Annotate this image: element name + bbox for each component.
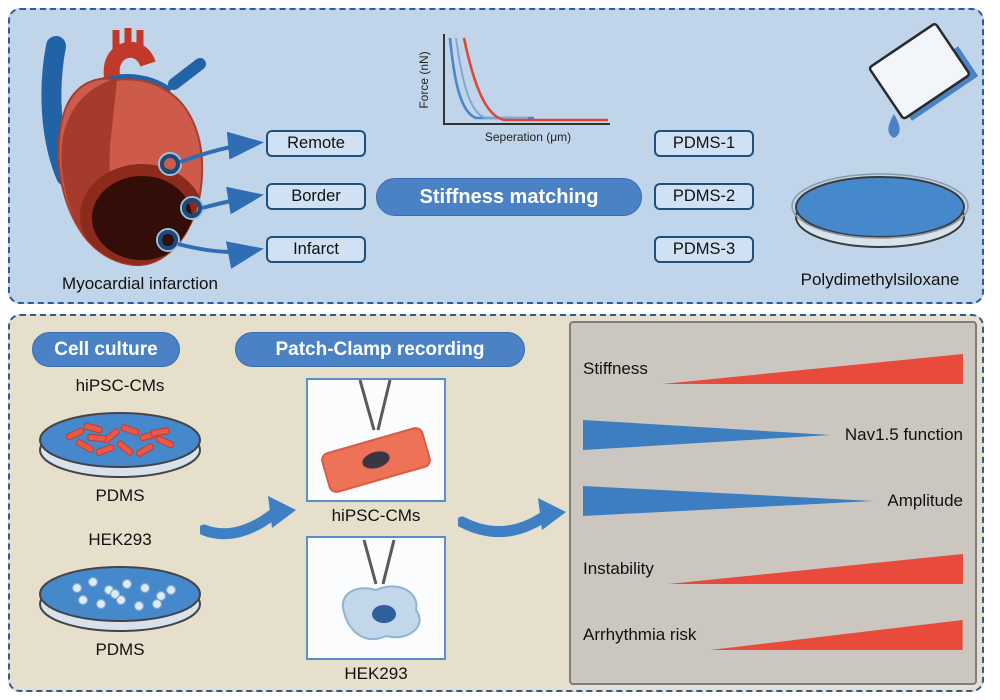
pipette-icon [362, 539, 378, 585]
arrow-to-remote-icon [179, 131, 264, 164]
heart-illustration [41, 28, 264, 269]
pdms-1-box: PDMS-1 [654, 130, 754, 157]
infarct-zone [92, 176, 192, 260]
flow-arrow-icon [458, 498, 566, 538]
pour-square-icon [868, 23, 978, 121]
bottom-panel: Cell culture Patch-Clamp recording hiPSC… [8, 314, 984, 692]
decreasing-blue-wedge-icon [583, 485, 874, 517]
result-label: Instability [583, 559, 654, 578]
hipsc-recording-box [306, 378, 446, 502]
pdms-caption: Polydimethylsiloxane [800, 270, 960, 289]
result-row-arrhythmia: Arrhythmia risk [583, 617, 963, 653]
pipette-icon [376, 379, 392, 431]
increasing-red-wedge-icon [710, 619, 963, 651]
heart-caption: Myocardial infarction [62, 274, 218, 293]
top-panel: Myocardial infarction Remote Border Infa… [8, 8, 984, 304]
result-row-instability: Instability [583, 551, 963, 587]
pdms-pouring-illustration [791, 23, 978, 248]
hek-cell-patch-icon [341, 539, 421, 641]
stiffness-matching-badge: Stiffness matching [376, 178, 642, 216]
flow-arrow-icon [200, 496, 296, 540]
chart-xlabel: Seperation (μm) [485, 130, 571, 144]
result-label: Amplitude [887, 491, 963, 510]
result-row-nav15: Nav1.5 function [583, 417, 963, 453]
recording2-caption: HEK293 [344, 664, 408, 683]
force-separation-chart: Force (nN) Seperation (μm) [417, 34, 610, 144]
pipette-icon [358, 379, 376, 431]
result-label: Stiffness [583, 359, 648, 378]
culture2-substrate: PDMS [95, 640, 145, 659]
hipsc-cell-patch-icon [321, 379, 431, 493]
region-box-infarct: Infarct [266, 236, 366, 263]
infarct-marker-icon [158, 230, 178, 250]
infarct-marker-halo [156, 228, 180, 252]
remote-marker-halo [158, 152, 182, 176]
aorta-icon [103, 41, 156, 78]
droplet-icon [888, 114, 900, 138]
hek-cells [71, 576, 177, 612]
culture2-title: HEK293 [88, 530, 152, 549]
remote-marker-icon [160, 154, 180, 174]
pdms-2-box: PDMS-2 [654, 183, 754, 210]
culture1-substrate: PDMS [95, 486, 145, 505]
region-box-remote: Remote [266, 130, 366, 157]
pdms-3-box: PDMS-3 [654, 236, 754, 263]
hipsc-dish-icon [39, 412, 201, 478]
chart-ylabel: Force (nN) [417, 51, 431, 108]
result-label: Nav1.5 function [844, 425, 963, 444]
results-panel: Stiffness Nav1.5 function Amplitude Inst… [569, 321, 977, 685]
result-row-amplitude: Amplitude [583, 483, 963, 519]
culture1-title: hiPSC-CMs [75, 376, 165, 395]
cardiomyocyte-cells [65, 422, 175, 457]
pipette-icon [381, 539, 396, 585]
hek-recording-box [306, 536, 446, 660]
petri-dish-icon [791, 173, 969, 248]
increasing-red-wedge-icon [667, 553, 963, 585]
patch-clamp-badge: Patch-Clamp recording [235, 332, 525, 367]
chart-axes [443, 34, 610, 125]
result-label: Arrhythmia risk [583, 625, 697, 644]
curve-blue [448, 37, 534, 120]
decreasing-blue-wedge-icon [583, 419, 831, 451]
curve-red [462, 37, 608, 122]
recording1-caption: hiPSC-CMs [331, 506, 421, 525]
result-row-stiffness: Stiffness [583, 351, 963, 387]
arrow-to-infarct-icon [177, 241, 264, 269]
hek-dish-icon [39, 566, 201, 632]
region-box-border: Border [266, 183, 366, 210]
right-vessel-icon [168, 58, 206, 90]
increasing-red-wedge-icon [661, 353, 963, 385]
border-marker-icon [182, 198, 202, 218]
curve-lightblue [455, 37, 528, 119]
cell-culture-badge: Cell culture [32, 332, 180, 367]
arrow-to-border-icon [201, 186, 264, 215]
